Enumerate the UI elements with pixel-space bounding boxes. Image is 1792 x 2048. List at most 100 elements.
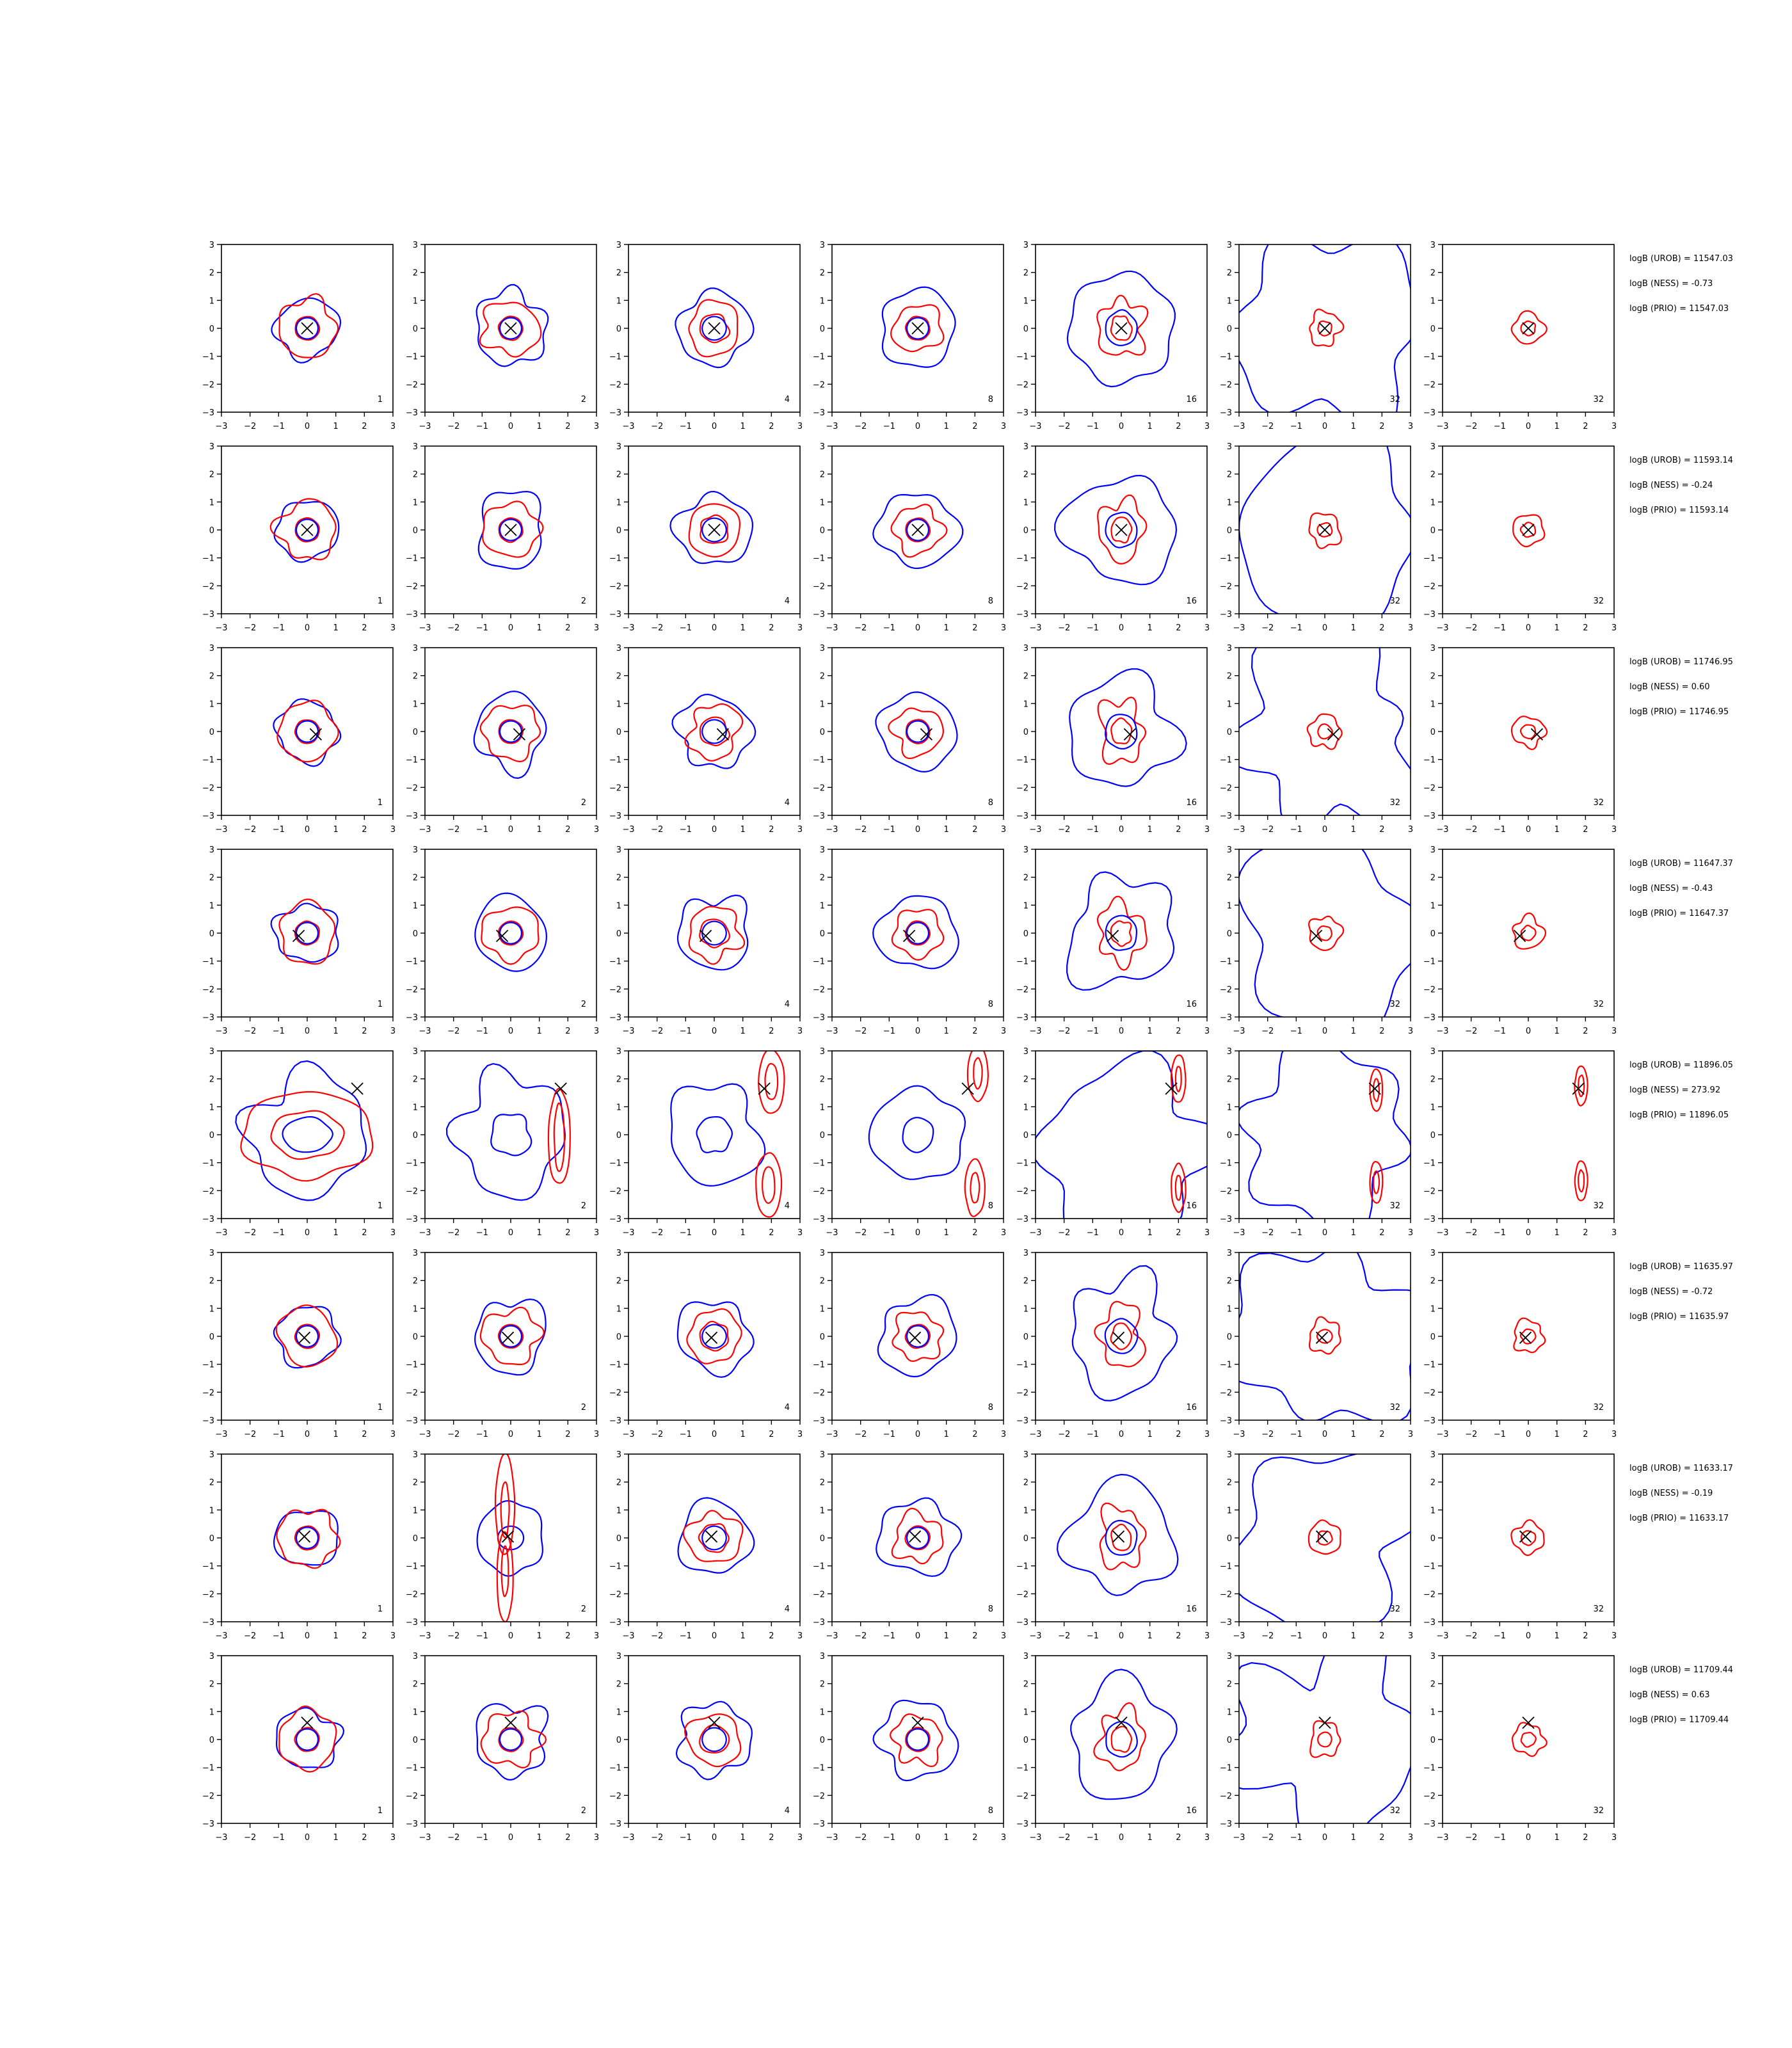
y-tick-label: 1 [1023,700,1028,709]
y-tick-label: −1 [1423,957,1436,967]
blue-contour [499,1728,523,1751]
x-tick-label: −3 [1029,825,1041,835]
x-tick-label: −3 [826,623,838,633]
y-tick-label: 1 [616,1708,621,1717]
marker-x [911,524,924,536]
axes-frame [831,1655,1004,1824]
x-tick-label: −1 [680,1228,692,1238]
red-contour [1521,1530,1537,1546]
x-tick-label: 2 [565,825,570,835]
red-contour [890,504,948,558]
axes-frame [221,1050,394,1219]
panel-r8-c2: −3 −2 −1 0 1 2 3 −3 −2 −1 0 1 2 3 2 [406,1652,599,1843]
panel-plot-area [1510,310,1548,345]
x-tick-label: 1 [1148,422,1153,431]
panel-label: 8 [988,1201,993,1211]
panel-label: 32 [1593,1604,1604,1614]
x-tick-label: 0 [1526,1027,1531,1036]
stat-prio-row-7: logB (PRIO) = 11633.17 [1629,1514,1729,1523]
panel-label: 32 [1389,1806,1400,1816]
x-tick-label: −3 [419,623,431,633]
x-tick-label: 1 [333,825,339,835]
panel-plot-area [1069,668,1187,787]
x-tick-label: −2 [651,1027,663,1036]
y-tick-label: −1 [406,1562,418,1572]
red-contour [294,1727,320,1752]
marker-x [911,322,924,335]
x-tick-label: 0 [915,1228,920,1238]
y-tick-label: −1 [1220,756,1232,765]
axes-frame [1442,1252,1615,1421]
y-tick-label: 0 [616,929,621,939]
red-contour [905,517,931,543]
red-contour [1309,1720,1341,1758]
blue-contour [273,698,342,767]
x-tick-label: 3 [1001,1228,1006,1238]
y-tick-label: 1 [1023,1103,1028,1112]
x-tick-label: −3 [826,1430,838,1439]
x-tick-label: 0 [915,825,920,835]
marker-x [1318,322,1331,335]
marker-x [708,1716,721,1729]
x-tick-label: 3 [1612,1631,1617,1641]
y-tick-label: 3 [1023,644,1028,653]
red-contour [1171,1162,1187,1213]
y-tick-label: 2 [1227,470,1232,480]
stat-urob-row-7: logB (UROB) = 11633.17 [1629,1464,1733,1473]
y-tick-label: −2 [1423,1791,1436,1801]
red-contour [1520,924,1537,941]
x-tick-label: 0 [305,623,310,633]
red-contour [1308,512,1342,550]
y-tick-label: 0 [1023,526,1028,536]
y-tick-label: −2 [1423,582,1436,591]
y-tick-label: 0 [413,526,418,536]
y-tick-label: 2 [616,1478,621,1488]
x-tick-label: 3 [390,1228,396,1238]
y-tick-label: −2 [406,1590,418,1599]
y-tick-label: −2 [406,582,418,591]
marker-x [1519,1530,1532,1543]
y-tick-label: 3 [1227,644,1232,653]
blue-contour [906,518,930,541]
x-tick-label: −2 [447,1027,460,1036]
panel-plot-area [1572,1065,1588,1201]
blue-contour [295,1526,319,1549]
x-tick-label: 2 [1583,1833,1588,1843]
panel-plot-area [1066,871,1175,991]
x-tick-label: 0 [1119,1027,1124,1036]
y-tick-label: 2 [1430,1075,1436,1085]
y-tick-label: 2 [1023,672,1028,682]
panel-r4-c4: −3 −2 −1 0 1 2 3 −3 −2 −1 0 1 2 3 8 [813,845,1006,1036]
x-tick-label: 3 [797,1430,803,1439]
x-tick-label: 3 [1612,623,1617,633]
panel-plot-area [1036,1051,1207,1219]
y-tick-label: 1 [209,1506,214,1516]
panel-label: 32 [1593,1806,1604,1816]
x-tick-label: −3 [1029,623,1041,633]
x-tick-label: 2 [769,623,774,633]
marker-x [708,524,721,536]
y-tick-label: 0 [820,324,825,334]
panel-plot-area [1056,1473,1179,1596]
x-tick-label: −1 [476,1228,488,1238]
red-contour [278,898,336,965]
y-tick-label: 1 [820,1506,825,1516]
x-tick-label: 2 [769,1430,774,1439]
x-tick-label: −1 [883,1027,895,1036]
x-tick-label: 2 [1379,1027,1384,1036]
panel-plot-area [476,1703,549,1781]
red-contour [479,705,541,763]
red-contour [755,1152,783,1218]
blue-contour [273,1306,342,1369]
x-tick-label: 0 [305,1833,310,1843]
x-tick-label: 1 [1148,1027,1153,1036]
y-tick-label: −3 [406,408,418,418]
panel-plot-area [1071,1265,1178,1402]
x-tick-label: 0 [508,1631,513,1641]
panel-plot-area [1239,1252,1411,1420]
marker-x [1327,728,1340,741]
y-tick-label: −1 [406,353,418,362]
blue-contour [876,1497,963,1577]
panel-r1-c7: −3 −2 −1 0 1 2 3 −3 −2 −1 0 1 2 3 32 [1423,241,1617,431]
panel-label: 8 [988,1806,993,1816]
